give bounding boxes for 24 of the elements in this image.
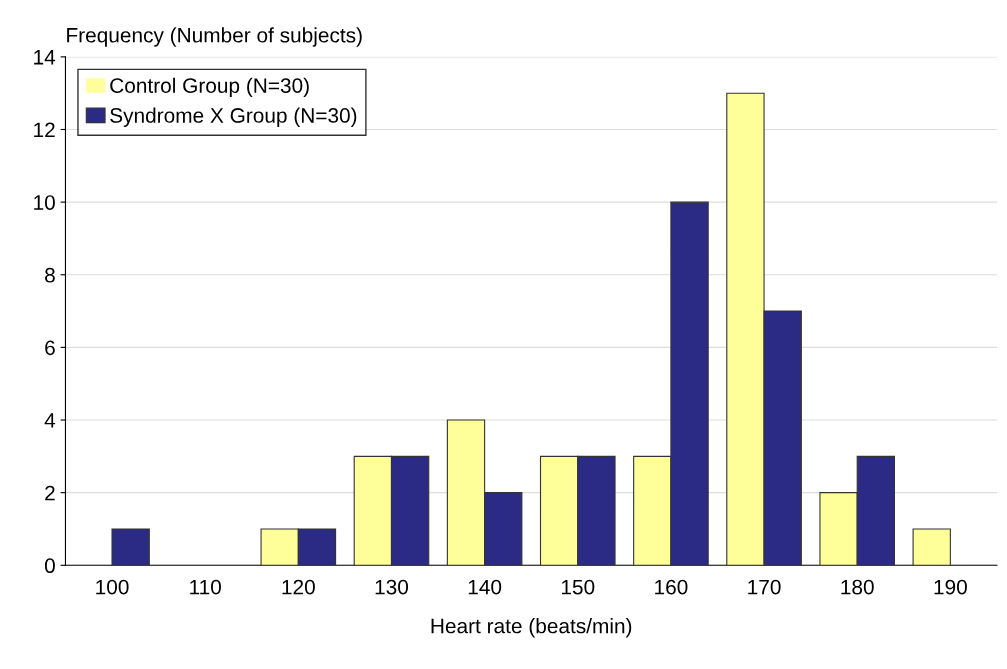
x-tick-label: 190: [934, 579, 967, 595]
x-tick-label: 140: [468, 579, 502, 595]
y-tick-label: 10: [34, 195, 55, 210]
y-tick-label: 12: [34, 122, 55, 138]
x-tick-label: 180: [841, 579, 874, 595]
x-tick-label: 130: [375, 579, 409, 595]
y-tick-label: 2: [45, 485, 55, 501]
x-tick-label: 100: [96, 579, 129, 595]
legend-label: Control Group (N=30): [110, 77, 309, 98]
x-tick-label: 150: [561, 579, 595, 595]
y-tick-label: 4: [44, 413, 56, 428]
y-tick-label: 0: [44, 558, 55, 574]
x-tick-label: 160: [655, 579, 688, 595]
bar: [111, 528, 150, 566]
legend-label: Syndrome X Group (N=30): [110, 107, 357, 127]
x-tick-label: 110: [190, 579, 221, 595]
y-tick-label: 14: [34, 50, 56, 65]
x-axis-title: Heart rate (beats/min): [431, 618, 632, 638]
y-axis-title: Frequency (Number of subjects): [67, 27, 362, 47]
y-tick-label: 8: [45, 267, 55, 283]
y-tick-label: 6: [45, 340, 55, 356]
x-tick-label: 120: [282, 579, 315, 595]
bar: [912, 528, 951, 566]
x-tick-label: 170: [748, 579, 781, 595]
